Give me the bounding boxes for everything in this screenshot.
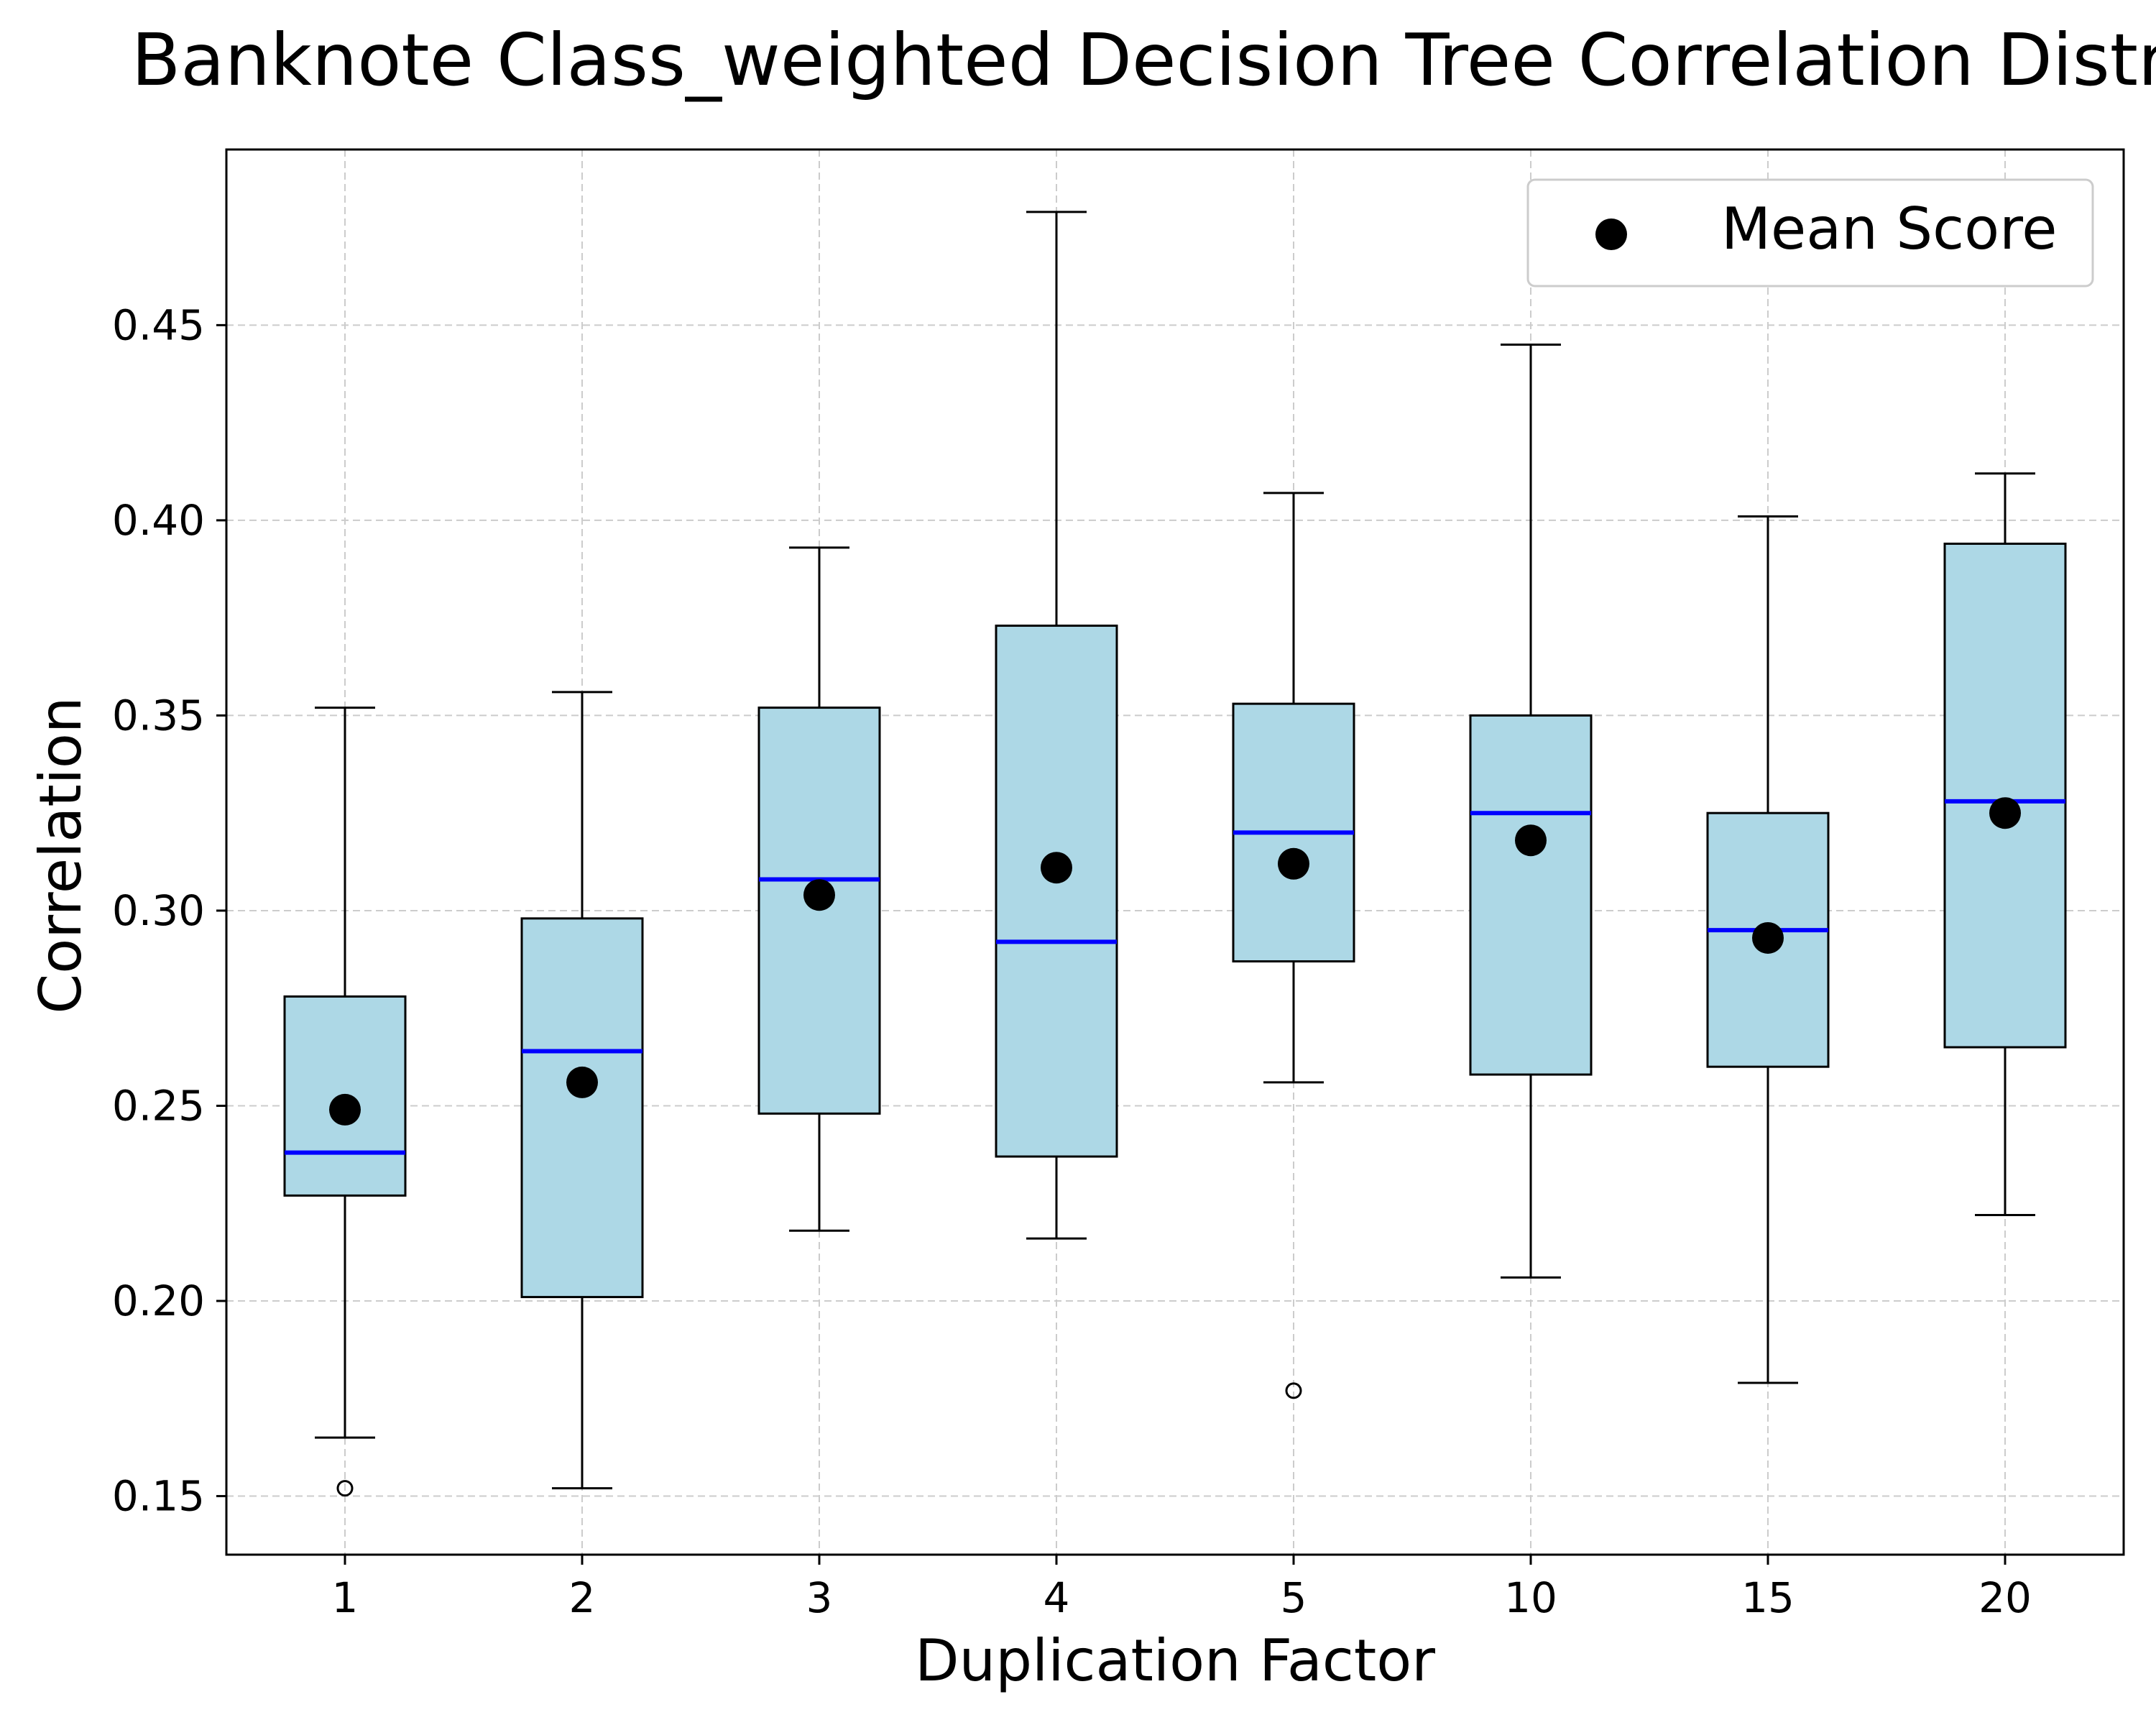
- axes-frame: [225, 148, 2125, 1556]
- legend: Mean Score: [1526, 178, 2094, 288]
- x-axis-label: Duplication Factor: [915, 1627, 1435, 1694]
- outlier-point: [1285, 1382, 1302, 1399]
- y-tick-label: 0.35: [112, 691, 205, 740]
- mean-point: [1515, 824, 1547, 857]
- mean-point: [566, 1066, 598, 1098]
- x-tick-label: 5: [1281, 1573, 1307, 1622]
- mean-point: [803, 879, 835, 911]
- plot-area: [283, 211, 2067, 1497]
- x-tick-label: 2: [569, 1573, 596, 1622]
- box-group-4: [995, 211, 1118, 1240]
- y-tick-label: 0.30: [112, 886, 205, 935]
- legend-label-mean: Mean Score: [1721, 196, 2057, 262]
- x-tick-label: 4: [1044, 1573, 1070, 1622]
- box-group-1: [283, 707, 407, 1497]
- legend-box: [1526, 178, 2094, 288]
- box-iqr: [1469, 714, 1593, 1076]
- x-tick-label: 20: [1978, 1573, 2032, 1622]
- grid-lines: [226, 150, 2124, 1555]
- legend-marker-mean: [1595, 218, 1627, 250]
- y-tick-label: 0.25: [112, 1081, 205, 1130]
- box-iqr: [1943, 542, 2067, 1049]
- box-group-15: [1706, 515, 1830, 1384]
- y-tick-label: 0.15: [112, 1472, 205, 1521]
- chart-title: Banknote Class_weighted Decision Tree Co…: [132, 18, 2156, 102]
- y-axis-ticks: 0.15 0.20 0.25 0.30 0.35 0.40 0.45: [112, 300, 226, 1521]
- box-iqr: [995, 625, 1118, 1158]
- box-group-5: [1232, 492, 1355, 1399]
- box-group-2: [520, 691, 644, 1490]
- mean-point: [329, 1093, 361, 1126]
- mean-point: [1989, 797, 2021, 829]
- x-tick-label: 1: [332, 1573, 359, 1622]
- mean-point: [1752, 921, 1784, 954]
- x-tick-label: 3: [806, 1573, 833, 1622]
- mean-point: [1041, 852, 1072, 884]
- y-axis-label: Correlation: [27, 696, 94, 1013]
- box-group-20: [1943, 472, 2067, 1217]
- outlier-point: [336, 1480, 354, 1497]
- y-tick-label: 0.20: [112, 1276, 205, 1325]
- x-tick-label: 10: [1504, 1573, 1557, 1622]
- box-iqr: [520, 917, 644, 1299]
- box-group-10: [1469, 344, 1593, 1279]
- x-tick-label: 15: [1741, 1573, 1795, 1622]
- y-tick-label: 0.40: [112, 496, 205, 545]
- x-axis-ticks: 1 2 3 4 5 10 15 20: [332, 1555, 2032, 1622]
- y-tick-label: 0.45: [112, 300, 205, 349]
- box-group-3: [757, 546, 881, 1232]
- mean-point: [1278, 847, 1309, 880]
